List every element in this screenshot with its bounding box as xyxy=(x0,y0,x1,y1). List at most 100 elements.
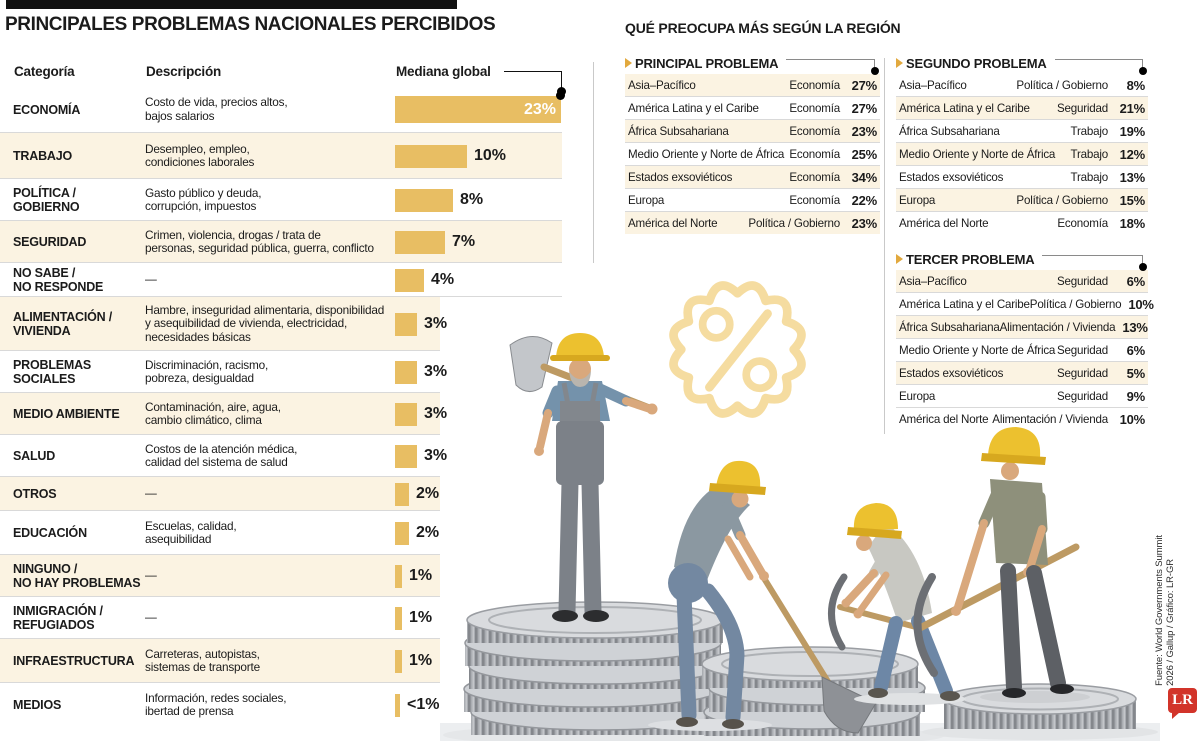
percent-value: 23% xyxy=(851,123,878,139)
category-description: Información, redes sociales, ibertad de … xyxy=(145,690,287,718)
region-label: Asia–Pacífico xyxy=(899,274,967,288)
percent-value: 8% xyxy=(1126,77,1146,93)
problem-row: PROBLEMAS SOCIALES Discriminación, racism… xyxy=(0,351,562,393)
section-callout-line xyxy=(786,59,879,75)
median-bar xyxy=(395,606,402,630)
bar-value-label: 1% xyxy=(409,609,433,626)
problem-label: Política / Gobierno xyxy=(1016,78,1108,92)
category-description: Hambre, inseguridad alimentaria, disponi… xyxy=(145,303,385,344)
bar-value-label: 1% xyxy=(409,567,433,584)
problem-row: ECONOMÍA Costo de vida, precios altos, ba… xyxy=(0,86,565,133)
median-bar xyxy=(395,693,400,717)
region-label: Estados exsoviéticos xyxy=(899,366,1004,380)
region-row: Europa Seguridad 9% xyxy=(896,384,1148,407)
region-label: América Latina y el Caribe xyxy=(899,101,1030,115)
median-bar xyxy=(395,360,417,384)
region-row: Estados exsoviéticos Trabajo 13% xyxy=(896,165,1148,188)
region-label: África Subsahariana xyxy=(628,124,729,138)
worker-bent-pickaxe xyxy=(828,503,966,705)
problem-label: Economía xyxy=(789,124,840,138)
bar-value-label: 8% xyxy=(460,191,484,208)
bar-value-label: 7% xyxy=(452,233,476,250)
category-label: INMIGRACIÓN / REFUGIADOS xyxy=(13,604,103,632)
page-title: PRINCIPALES PROBLEMAS NACIONALES PERCIBI… xyxy=(5,14,496,35)
worker-standing-pickaxe xyxy=(913,427,1090,703)
problem-row: MEDIO AMBIENTE Contaminación, aire, agua,… xyxy=(0,393,562,435)
category-label: EDUCACIÓN xyxy=(13,526,87,540)
problem-row: INMIGRACIÓN / REFUGIADOS — 1% xyxy=(0,597,562,639)
callout-dot xyxy=(556,91,565,100)
median-bar xyxy=(395,144,467,168)
median-bar xyxy=(395,521,409,545)
problem-row: EDUCACIÓN Escuelas, calidad, asequibilida… xyxy=(0,511,562,555)
median-bar xyxy=(395,649,402,673)
percent-value: 34% xyxy=(851,169,878,185)
lr-logo: LR xyxy=(1168,688,1197,719)
bar-value-label: 2% xyxy=(416,485,440,502)
column-header-median: Mediana global xyxy=(396,64,491,79)
median-bar xyxy=(395,482,409,506)
category-label: POLÍTICA / GOBIERNO xyxy=(13,186,80,214)
region-label: América del Norte xyxy=(899,216,989,230)
region-label: Europa xyxy=(899,389,936,403)
region-label: Asia–Pacífico xyxy=(899,78,967,92)
problem-label: Seguridad xyxy=(1056,101,1108,115)
median-bar xyxy=(395,230,445,254)
category-description: — xyxy=(145,486,157,501)
bar-value-label: 3% xyxy=(424,405,448,422)
percent-value: 12% xyxy=(1119,146,1146,162)
problem-label: Alimentación / Vivienda xyxy=(992,412,1108,426)
problem-label: Trabajo xyxy=(1070,170,1109,184)
coin-single-right xyxy=(943,683,1137,729)
divider-line xyxy=(593,62,594,263)
percent-value: 25% xyxy=(851,146,878,162)
region-row: Europa Economía 22% xyxy=(625,188,880,211)
problems-table: ECONOMÍA Costo de vida, precios altos, ba… xyxy=(0,86,565,727)
category-label: MEDIO AMBIENTE xyxy=(13,407,120,421)
problem-label: Política / Gobierno xyxy=(1029,297,1122,311)
percent-value: 15% xyxy=(1119,192,1146,208)
category-description: Desempleo, empleo, condiciones laborales xyxy=(145,141,255,169)
region-row: África Subsahariana Trabajo 19% xyxy=(896,119,1148,142)
category-description: — xyxy=(145,568,157,583)
region-label: África Subsahariana xyxy=(899,124,1000,138)
problem-row: SALUD Costos de la atención médica, calid… xyxy=(0,435,562,477)
category-label: SEGURIDAD xyxy=(13,235,87,249)
section-title: TERCER PROBLEMA xyxy=(906,251,1035,267)
region-row: Medio Oriente y Norte de África Seguridad… xyxy=(896,338,1148,361)
problem-label: Política / Gobierno xyxy=(748,216,840,230)
problem-label: Economía xyxy=(789,78,840,92)
category-description: Discriminación, racismo, pobreza, desigu… xyxy=(145,357,269,385)
problem-label: Economía xyxy=(1057,216,1108,230)
region-row: Estados exsoviéticos Seguridad 5% xyxy=(896,361,1148,384)
region-row: Asia–Pacífico Política / Gobierno 8% xyxy=(896,74,1148,96)
category-description: Escuelas, calidad, asequibilidad xyxy=(145,518,237,546)
section-callout-line xyxy=(1042,255,1147,271)
bar-value-label: 4% xyxy=(431,271,455,288)
category-description: — xyxy=(145,610,157,625)
worker-digging-shovel xyxy=(648,460,877,734)
category-label: NO SABE / NO RESPONDE xyxy=(13,266,104,294)
median-bar xyxy=(395,268,424,292)
problem-label: Política / Gobierno xyxy=(1016,193,1108,207)
region-label: Medio Oriente y Norte de África xyxy=(899,147,1056,161)
percent-value: 27% xyxy=(851,77,878,93)
region-label: Medio Oriente y Norte de África xyxy=(899,343,1056,357)
percent-value: 10% xyxy=(1128,296,1154,312)
region-label: América del Norte xyxy=(899,412,989,426)
problem-row: TRABAJO Desempleo, empleo, condiciones la… xyxy=(0,133,562,179)
category-label: PROBLEMAS SOCIALES xyxy=(13,358,92,386)
region-row: América Latina y el Caribe Economía 27% xyxy=(625,96,880,119)
bar-value-label: 3% xyxy=(424,363,448,380)
bar-value-label: 2% xyxy=(416,524,440,541)
source-line2: 2026 / Gallup / Gráfico: LR-GR xyxy=(1165,559,1177,686)
problem-row: SEGURIDAD Crimen, violencia, drogas / tra… xyxy=(0,221,562,263)
problem-label: Economía xyxy=(789,193,840,207)
category-label: NINGUNO / NO HAY PROBLEMAS xyxy=(13,562,141,590)
problem-label: Seguridad xyxy=(1056,274,1108,288)
region-row: Estados exsoviéticos Economía 34% xyxy=(625,165,880,188)
region-row: Asia–Pacífico Seguridad 6% xyxy=(896,270,1148,292)
region-row: América del Norte Política / Gobierno 23% xyxy=(625,211,880,234)
median-bar xyxy=(395,444,417,468)
category-label: TRABAJO xyxy=(13,149,73,163)
